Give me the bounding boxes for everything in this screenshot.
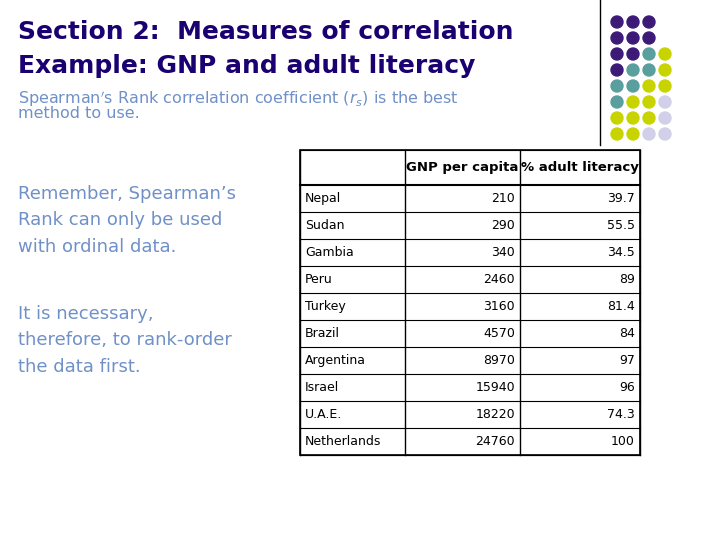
Text: 34.5: 34.5 bbox=[607, 246, 635, 259]
Circle shape bbox=[627, 128, 639, 140]
Text: Remember, Spearman’s
Rank can only be used
with ordinal data.: Remember, Spearman’s Rank can only be us… bbox=[18, 185, 236, 256]
Circle shape bbox=[643, 96, 655, 108]
Text: 290: 290 bbox=[491, 219, 515, 232]
Text: 210: 210 bbox=[491, 192, 515, 205]
Text: 81.4: 81.4 bbox=[607, 300, 635, 313]
Text: Peru: Peru bbox=[305, 273, 333, 286]
Circle shape bbox=[611, 80, 623, 92]
Circle shape bbox=[643, 32, 655, 44]
Text: It is necessary,
therefore, to rank-order
the data first.: It is necessary, therefore, to rank-orde… bbox=[18, 305, 232, 376]
Circle shape bbox=[643, 128, 655, 140]
Text: GNP per capita: GNP per capita bbox=[406, 161, 518, 174]
Text: 74.3: 74.3 bbox=[607, 408, 635, 421]
Circle shape bbox=[627, 80, 639, 92]
Circle shape bbox=[611, 64, 623, 76]
Circle shape bbox=[643, 112, 655, 124]
Text: % adult literacy: % adult literacy bbox=[521, 161, 639, 174]
Text: 340: 340 bbox=[491, 246, 515, 259]
Text: 18220: 18220 bbox=[475, 408, 515, 421]
Text: 89: 89 bbox=[619, 273, 635, 286]
Text: Netherlands: Netherlands bbox=[305, 435, 382, 448]
Circle shape bbox=[611, 128, 623, 140]
Circle shape bbox=[659, 112, 671, 124]
Text: Argentina: Argentina bbox=[305, 354, 366, 367]
Circle shape bbox=[643, 80, 655, 92]
Text: method to use.: method to use. bbox=[18, 106, 140, 121]
Text: 8970: 8970 bbox=[483, 354, 515, 367]
Circle shape bbox=[611, 16, 623, 28]
Text: 100: 100 bbox=[611, 435, 635, 448]
Circle shape bbox=[643, 48, 655, 60]
Text: Israel: Israel bbox=[305, 381, 339, 394]
Text: 84: 84 bbox=[619, 327, 635, 340]
Circle shape bbox=[643, 16, 655, 28]
Text: 39.7: 39.7 bbox=[607, 192, 635, 205]
Text: Nepal: Nepal bbox=[305, 192, 341, 205]
Text: Gambia: Gambia bbox=[305, 246, 354, 259]
Circle shape bbox=[643, 64, 655, 76]
Text: 15940: 15940 bbox=[475, 381, 515, 394]
Text: Sudan: Sudan bbox=[305, 219, 344, 232]
Circle shape bbox=[627, 48, 639, 60]
Circle shape bbox=[611, 96, 623, 108]
Text: Spearman$'$s Rank correlation coefficient ($r_s$) is the best: Spearman$'$s Rank correlation coefficien… bbox=[18, 89, 459, 109]
Circle shape bbox=[611, 32, 623, 44]
Circle shape bbox=[659, 128, 671, 140]
Text: Example: GNP and adult literacy: Example: GNP and adult literacy bbox=[18, 54, 475, 78]
Text: 2460: 2460 bbox=[483, 273, 515, 286]
Circle shape bbox=[659, 48, 671, 60]
Text: 55.5: 55.5 bbox=[607, 219, 635, 232]
Text: 3160: 3160 bbox=[483, 300, 515, 313]
Bar bbox=[300, 150, 640, 455]
Text: 4570: 4570 bbox=[483, 327, 515, 340]
Circle shape bbox=[611, 112, 623, 124]
Text: Turkey: Turkey bbox=[305, 300, 346, 313]
Text: Section 2:  Measures of correlation: Section 2: Measures of correlation bbox=[18, 20, 513, 44]
Text: 24760: 24760 bbox=[475, 435, 515, 448]
Text: U.A.E.: U.A.E. bbox=[305, 408, 342, 421]
Circle shape bbox=[627, 112, 639, 124]
Circle shape bbox=[659, 64, 671, 76]
Circle shape bbox=[627, 16, 639, 28]
Text: Brazil: Brazil bbox=[305, 327, 340, 340]
Text: 96: 96 bbox=[619, 381, 635, 394]
Circle shape bbox=[627, 96, 639, 108]
Circle shape bbox=[627, 32, 639, 44]
Circle shape bbox=[659, 80, 671, 92]
Circle shape bbox=[611, 48, 623, 60]
Circle shape bbox=[627, 64, 639, 76]
Circle shape bbox=[659, 96, 671, 108]
Text: 97: 97 bbox=[619, 354, 635, 367]
